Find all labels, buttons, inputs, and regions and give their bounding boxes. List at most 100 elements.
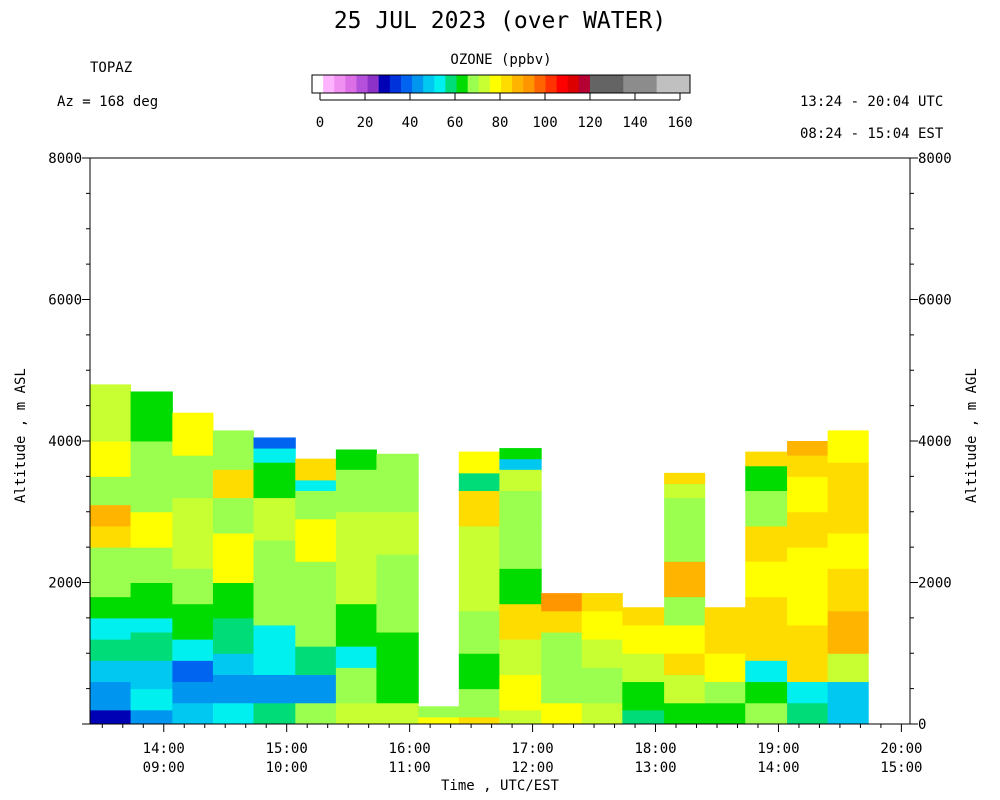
ozone-cell (418, 706, 460, 718)
colorbar-swatch (612, 75, 624, 93)
est-range-label: 08:24 - 15:04 EST (800, 126, 944, 142)
ozone-cell (172, 532, 214, 569)
profile-column (827, 430, 869, 725)
profile-column (541, 593, 583, 725)
ozone-cell (212, 702, 255, 725)
ozone-cell (458, 451, 500, 474)
ozone-cell (827, 702, 869, 725)
ozone-cell (664, 596, 706, 626)
x-tick-label-est: 14:00 (757, 760, 799, 776)
colorbar-swatch (567, 75, 580, 93)
ozone-cell (376, 702, 419, 725)
ozone-cell (787, 681, 829, 704)
ozone-cell (376, 453, 419, 477)
ozone-cell (827, 681, 869, 704)
colorbar-swatch (345, 75, 357, 93)
ozone-cell (581, 639, 623, 668)
y-tick-label-left: 4000 (48, 434, 82, 450)
ozone-cell (704, 653, 746, 683)
ozone-cell (376, 476, 419, 513)
colorbar: 0 20 40 60 80 100 120 140 160 (311, 74, 693, 131)
instrument-label: TOPAZ (90, 60, 133, 76)
profile-column (172, 412, 214, 725)
ozone-cell (622, 653, 665, 683)
profile-column (622, 607, 665, 725)
ozone-cell (704, 607, 746, 626)
colorbar-swatch (634, 75, 646, 93)
ozone-cell (664, 624, 706, 654)
colorbar-tick-label: 160 (667, 115, 692, 131)
ozone-cell (787, 582, 829, 626)
ozone-cell (664, 483, 706, 499)
ozone-cell (376, 554, 419, 598)
profile-column (212, 430, 255, 725)
ozone-cell (827, 610, 869, 654)
ozone-cell (212, 674, 255, 704)
plot-cells (90, 384, 869, 725)
ozone-cell (130, 391, 173, 442)
y-tick-label-left: 2000 (48, 576, 82, 592)
colorbar-swatch (389, 75, 402, 93)
ozone-cell (172, 660, 214, 683)
ozone-cell (295, 490, 337, 520)
ozone-cell (499, 639, 542, 675)
colorbar-swatch (601, 75, 613, 93)
ozone-cell (745, 639, 788, 661)
colorbar-swatch (478, 75, 491, 93)
ozone-cell (376, 667, 419, 704)
ozone-cell (745, 561, 788, 598)
ozone-cell (541, 702, 583, 725)
x-tick-label-utc: 18:00 (634, 741, 676, 757)
ozone-cell (253, 653, 296, 675)
ozone-cell (458, 525, 500, 569)
ozone-cell (90, 504, 132, 527)
ozone-cell (172, 412, 214, 456)
utc-range-label: 13:24 - 20:04 UTC (800, 94, 944, 110)
ozone-cell (827, 490, 869, 534)
ozone-cell (335, 511, 377, 562)
ozone-cell (295, 479, 337, 492)
ozone-cell (458, 653, 500, 690)
ozone-cell (253, 624, 296, 654)
ozone-cell (827, 532, 869, 569)
ozone-cell (90, 709, 132, 725)
ozone-cell (745, 702, 788, 725)
ozone-cell (212, 497, 255, 534)
ozone-cell (704, 702, 746, 725)
ozone-cell (130, 688, 173, 711)
colorbar-tick-label: 100 (532, 115, 557, 131)
ozone-cell (295, 646, 337, 675)
ozone-cell (335, 603, 377, 647)
ozone-cell (499, 490, 542, 527)
ozone-cell (622, 607, 665, 626)
ozone-cell (458, 568, 500, 612)
ozone-cell (172, 702, 214, 725)
ozone-cell (499, 674, 542, 711)
ozone-cell (90, 596, 132, 619)
ozone-cell (499, 603, 542, 640)
ozone-cell (745, 681, 788, 704)
x-axis-label: Time , UTC/EST (440, 778, 559, 794)
ozone-cell (418, 716, 460, 725)
ozone-cell (295, 458, 337, 481)
colorbar-frame (311, 74, 691, 94)
ozone-cell (499, 568, 542, 605)
ozone-cell (664, 653, 706, 675)
ozone-cell (90, 617, 132, 640)
x-tick-label-utc: 19:00 (757, 741, 799, 757)
ozone-cell (295, 561, 337, 605)
ozone-cell (90, 525, 132, 548)
ozone-cell (212, 430, 255, 470)
ozone-cell (335, 469, 377, 513)
y-tick-label-right: 8000 (918, 151, 952, 167)
ozone-cell (335, 646, 377, 668)
ozone-cell (745, 490, 788, 527)
colorbar-swatch (489, 75, 502, 93)
x-tick-label-utc: 16:00 (389, 741, 431, 757)
colorbar-swatch (645, 75, 658, 93)
x-tick-label-est: 13:00 (634, 760, 676, 776)
ozone-cell (212, 469, 255, 499)
ozone-cell (130, 441, 173, 477)
ozone-cell (704, 624, 746, 654)
ozone-cell (295, 674, 337, 704)
